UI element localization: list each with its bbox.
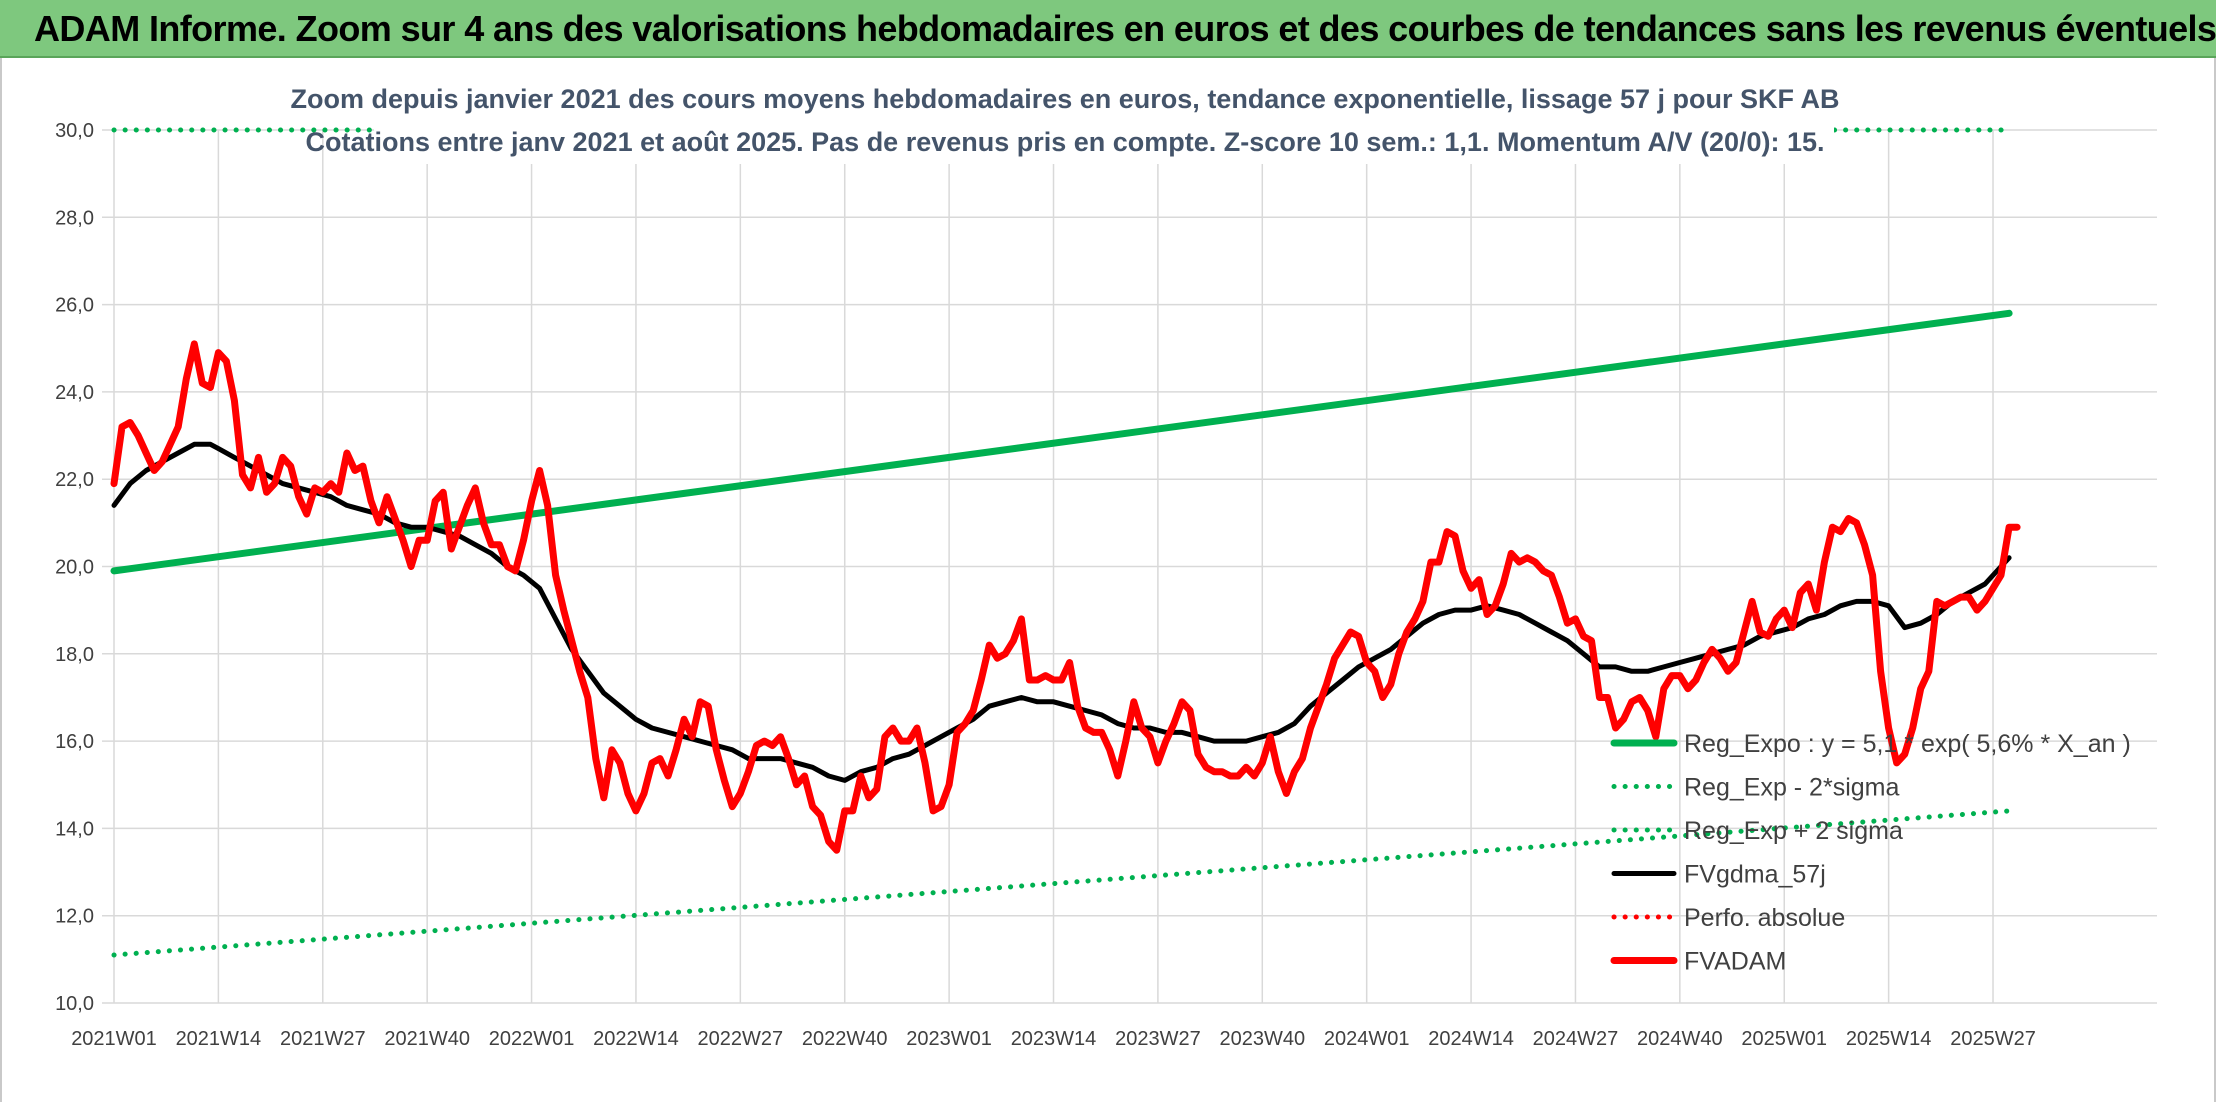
legend: Reg_Expo : y = 5,1 * exp( 5,6% * X_an ) R… (1610, 730, 2131, 976)
y-tick-label: 16,0 (55, 731, 94, 753)
series (110, 127, 2021, 958)
y-tick-label: 20,0 (55, 557, 94, 579)
report-title: ADAM Informe. Zoom sur 4 ans des valoris… (34, 8, 2216, 49)
y-tick-label: 14,0 (55, 818, 94, 840)
series-line (111, 441, 2012, 783)
x-tick-label: 2021W40 (384, 1028, 470, 1050)
x-tick-label: 2024W27 (1533, 1028, 1619, 1050)
x-tick-label: 2025W27 (1950, 1028, 2036, 1050)
chart-title-background (374, 76, 1834, 164)
x-tick-label: 2021W14 (176, 1028, 262, 1050)
x-tick-label: 2022W14 (593, 1028, 679, 1050)
x-tick-label: 2023W40 (1219, 1028, 1305, 1050)
x-tick-label: 2024W01 (1324, 1028, 1410, 1050)
y-tick-label: 30,0 (55, 120, 94, 142)
series-line (110, 340, 2021, 854)
legend-label: FVADAM (1684, 948, 1786, 976)
chart-frame: 10,0 12,0 14,0 16,0 18,0 20,0 22,0 24,0 26,0 28,0… (0, 58, 2216, 1102)
x-tick-label: 2024W14 (1428, 1028, 1514, 1050)
legend-label: Perfo. absolue (1684, 904, 1845, 932)
chart-title-line-1: Zoom depuis janvier 2021 des cours moyen… (291, 84, 1840, 114)
x-tick-label: 2022W01 (489, 1028, 575, 1050)
x-tick-label: 2023W27 (1115, 1028, 1201, 1050)
y-tick-label: 18,0 (55, 644, 94, 666)
legend-label: Reg_Exp + 2 sigma (1684, 817, 1903, 845)
y-tick-label: 24,0 (55, 382, 94, 404)
x-tick-label: 2025W01 (1741, 1028, 1827, 1050)
x-tick-label: 2021W27 (280, 1028, 366, 1050)
top-banner: ADAM Informe. Zoom sur 4 ans des valoris… (0, 0, 2216, 58)
legend-label: Reg_Expo : y = 5,1 * exp( 5,6% * X_an ) (1684, 730, 2131, 758)
y-tick-label: 10,0 (55, 993, 94, 1015)
x-tick-label: 2024W40 (1637, 1028, 1723, 1050)
y-tick-label: 22,0 (55, 469, 94, 491)
y-tick-label: 28,0 (55, 207, 94, 229)
x-tick-label: 2023W01 (906, 1028, 992, 1050)
chart: 10,0 12,0 14,0 16,0 18,0 20,0 22,0 24,0 26,0 28,0… (55, 76, 2157, 1050)
x-tick-label: 2023W14 (1011, 1028, 1097, 1050)
x-tick-label: 2021W01 (71, 1028, 157, 1050)
x-tick-label: 2022W27 (698, 1028, 784, 1050)
x-tick-label: 2025W14 (1846, 1028, 1932, 1050)
y-tick-label: 26,0 (55, 295, 94, 317)
legend-label: FVgdma_57j (1684, 861, 1826, 889)
chart-title: Zoom depuis janvier 2021 des cours moyen… (291, 76, 1840, 164)
legend-label: Reg_Exp - 2*sigma (1684, 774, 1899, 802)
chart-title-line-2: Cotations entre janv 2021 et août 2025. … (305, 127, 1824, 157)
x-tick-label: 2022W40 (802, 1028, 888, 1050)
axis-labels: 10,0 12,0 14,0 16,0 18,0 20,0 22,0 24,0 26,0 28,0… (55, 120, 2036, 1050)
y-tick-label: 12,0 (55, 906, 94, 928)
